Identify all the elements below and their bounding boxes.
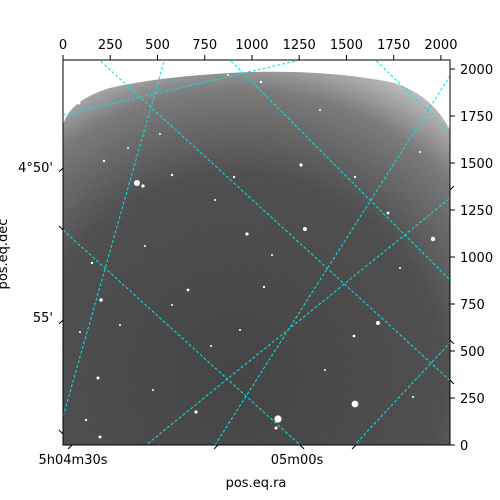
star (171, 304, 173, 306)
coordinate-grid (63, 60, 450, 445)
grid-line (145, 197, 450, 445)
star (98, 435, 102, 439)
star (170, 173, 174, 177)
right-tick-label: 2000 (460, 63, 493, 78)
star (324, 369, 326, 371)
star (271, 254, 273, 256)
bottom-tick-label: 05m00s (271, 453, 324, 468)
top-tick-label: 750 (192, 38, 217, 53)
star (245, 232, 249, 236)
grid-line (63, 229, 301, 445)
star (232, 175, 236, 179)
top-tick-label: 1500 (330, 38, 363, 53)
star (210, 345, 212, 347)
right-tick-label: 750 (460, 298, 485, 313)
star (159, 133, 161, 135)
top-tick-label: 0 (59, 38, 67, 53)
right-tick-label: 1500 (460, 157, 493, 172)
star (102, 159, 106, 163)
top-tick-label: 250 (98, 38, 123, 53)
top-tick-label: 500 (145, 38, 170, 53)
star (274, 415, 282, 423)
star (353, 175, 357, 179)
star (144, 245, 146, 247)
star (77, 101, 81, 105)
star (214, 199, 216, 201)
star (259, 80, 263, 84)
grid-line (63, 60, 165, 419)
plot-frame (62, 59, 451, 446)
left-tick-label: 55' (33, 311, 53, 326)
left-tick-label: 4°50' (18, 161, 53, 176)
star (90, 261, 94, 265)
right-axis: 0 250 500 750 1000 1250 1500 1750 2000 (450, 63, 493, 454)
star (274, 426, 278, 430)
star (127, 147, 129, 149)
x-axis-label: pos.eq.ra (226, 476, 287, 491)
star (96, 376, 100, 380)
star (299, 163, 303, 167)
star (419, 151, 421, 153)
star (386, 211, 390, 215)
left-axis: 4°50' 55' (18, 161, 64, 435)
grid-line (214, 74, 450, 445)
bottom-tick-label: 5h04m30s (38, 453, 107, 468)
star (319, 109, 321, 111)
star (186, 288, 190, 292)
right-tick-label: 500 (460, 345, 485, 360)
star (399, 267, 401, 269)
top-tick-label: 1250 (283, 38, 316, 53)
y-axis-label: pos.eq.dec (0, 219, 11, 290)
star (79, 331, 81, 333)
star (194, 410, 198, 414)
star (351, 400, 359, 408)
grid-line (98, 60, 450, 382)
right-world-ticks (449, 185, 455, 385)
star (152, 389, 154, 391)
right-tick-label: 1000 (460, 251, 493, 266)
star (352, 334, 356, 338)
right-tick-label: 1250 (460, 204, 493, 219)
star-field (77, 74, 436, 439)
top-tick-label: 2000 (424, 38, 457, 53)
star (412, 396, 414, 398)
star (303, 227, 307, 231)
star (141, 184, 145, 188)
grid-line (229, 60, 450, 281)
right-tick-label: 0 (460, 439, 468, 454)
top-tick-label: 1000 (235, 38, 268, 53)
star (99, 298, 103, 302)
top-tick-label: 1750 (377, 38, 410, 53)
grid-line (353, 341, 450, 445)
grid-line (374, 60, 450, 134)
bottom-axis: 5h04m30s 05m00s (38, 444, 357, 468)
grid-line (63, 60, 301, 116)
star (84, 418, 88, 422)
star (227, 74, 229, 76)
sky-image (63, 60, 450, 445)
star (376, 321, 380, 325)
star (119, 324, 121, 326)
star (239, 329, 241, 331)
star (262, 285, 266, 289)
star (430, 236, 436, 242)
star (134, 180, 140, 186)
right-tick-label: 1750 (460, 110, 493, 125)
top-axis: 0 250 500 750 1000 1250 1500 1750 2000 (59, 38, 457, 60)
right-tick-label: 250 (460, 392, 485, 407)
